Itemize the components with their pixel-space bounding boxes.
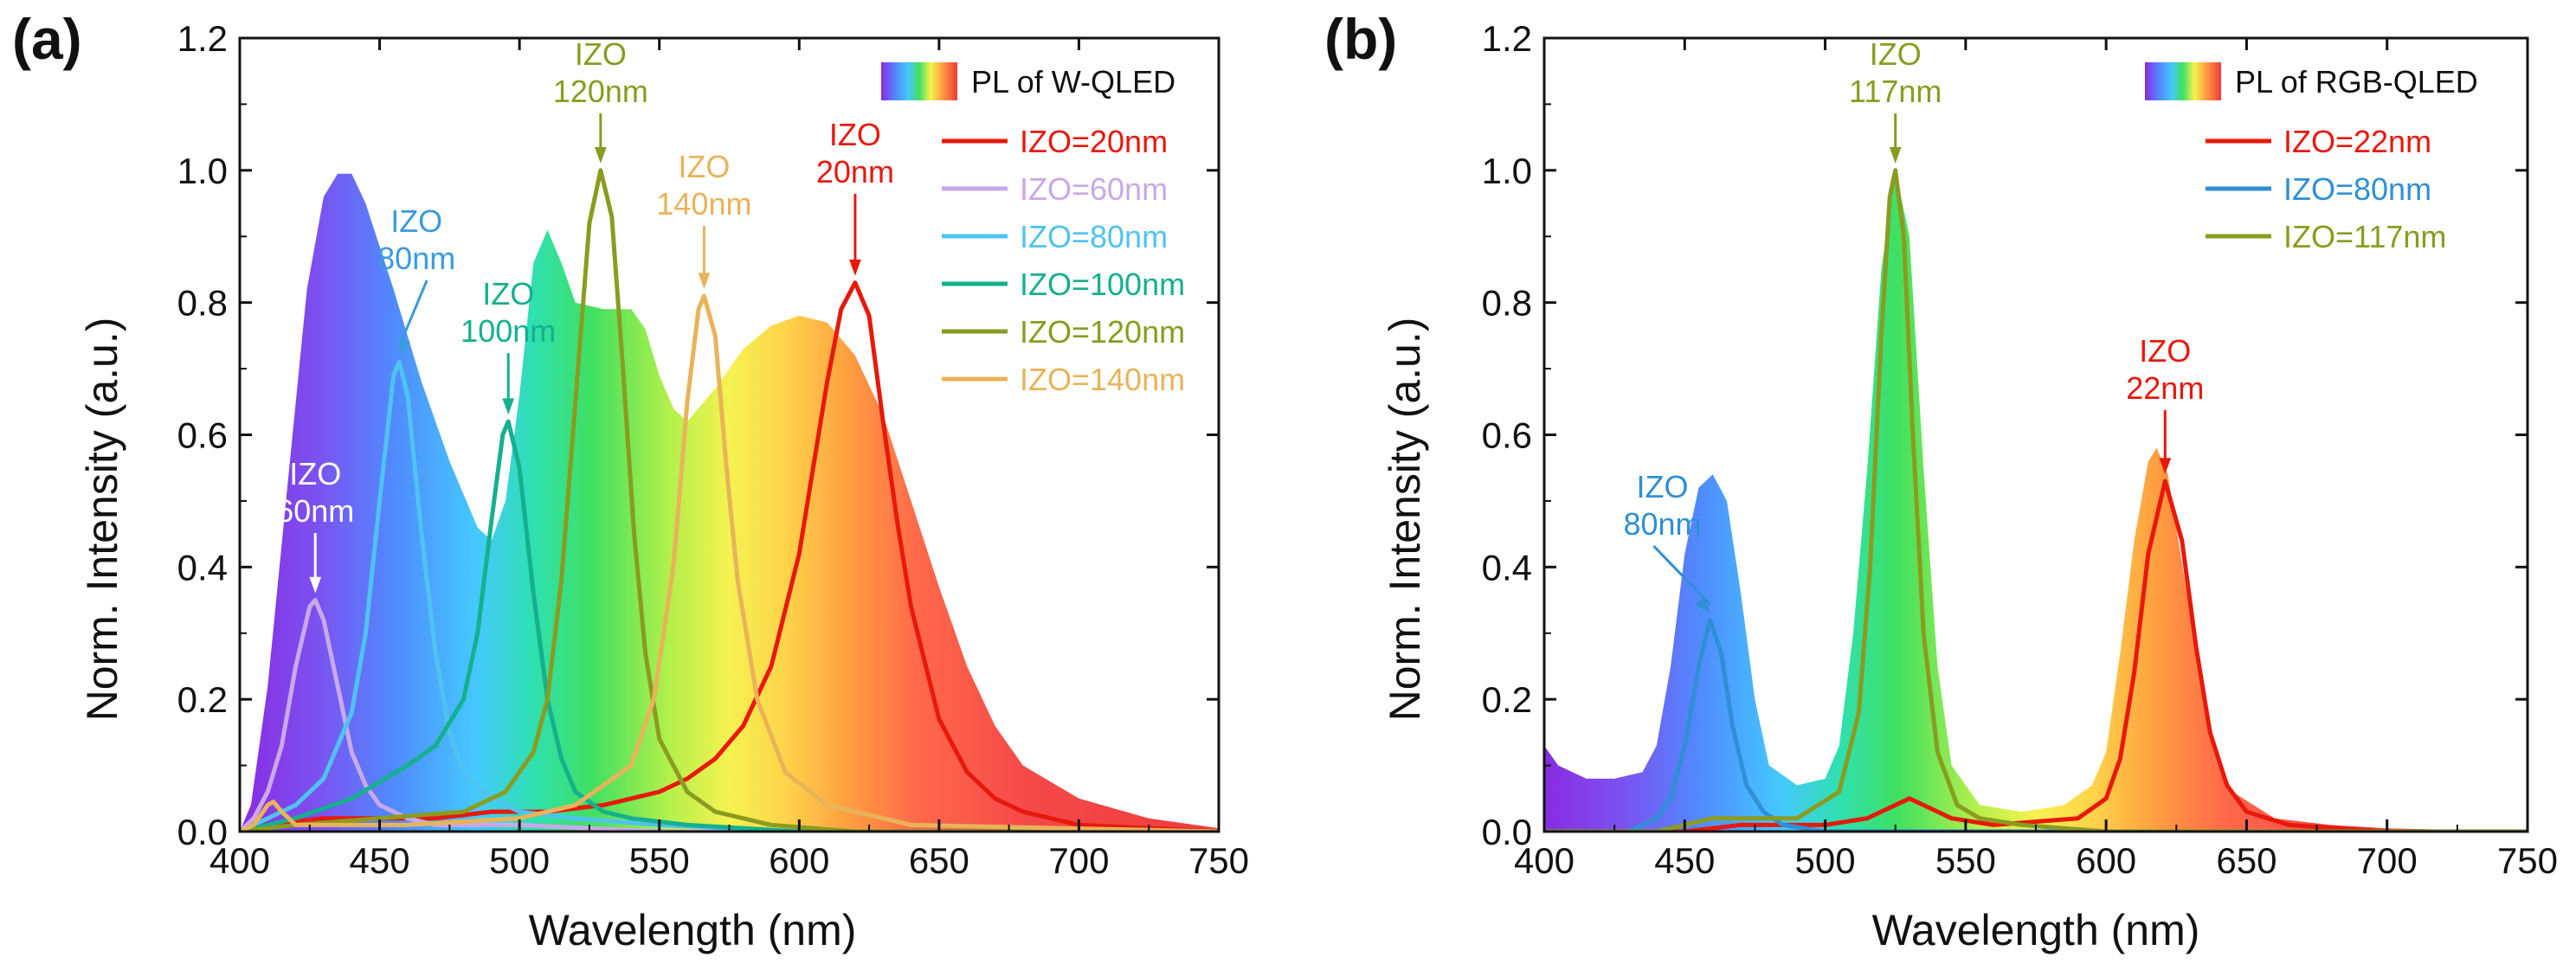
y-tick-label: 1.0 [177, 151, 228, 191]
annotation-arrowhead [698, 273, 711, 290]
y-tick-label: 1.0 [1482, 151, 1532, 191]
x-tick-label: 700 [1048, 840, 1109, 881]
series-line-a-izo-140nm [240, 293, 1219, 832]
panel-label-a: (a) [12, 7, 82, 71]
annotation-label: IZO [1870, 36, 1922, 72]
legend-entry: IZO=117nm [2283, 219, 2446, 254]
x-tick-label: 550 [1935, 840, 1996, 881]
y-tick-label: 1.2 [1482, 18, 1532, 59]
series-line-b-izo-80nm [1544, 618, 2528, 832]
x-tick-label: 750 [2497, 840, 2558, 881]
y-axis-label-b: Norm. Intensity (a.u.) [1381, 318, 1429, 722]
panel-b: 400 450 500 550 600 650 700 750 0.0 0.2 0.4 0.6 0.8 1… [1482, 18, 2558, 881]
legend-swatch-pl-b [2145, 62, 2221, 100]
annotation-label: 140nm [656, 186, 751, 222]
legend-label-pl-a: PL of W-QLED [971, 64, 1175, 100]
annotation-label: 117nm [1849, 74, 1942, 109]
annotation-arrowhead [849, 259, 861, 276]
y-tick-label: 0.4 [1482, 547, 1532, 588]
x-tick-label: 450 [350, 840, 410, 881]
series-line-a-izo-100nm [240, 419, 1219, 832]
y-tick-label: 0.6 [177, 415, 228, 456]
legend-swatch-pl-a [881, 62, 957, 100]
annotation-arrowhead [594, 147, 607, 164]
annotation-label: 20nm [816, 154, 894, 190]
annotation-label: IZO [678, 149, 730, 184]
y-axis-label-a: Norm. Intensity (a.u.) [78, 318, 126, 722]
x-tick-label: 700 [2357, 840, 2418, 881]
annotation-arrowhead [1889, 147, 1902, 164]
y-tick-label: 1.2 [177, 18, 228, 59]
annotation-label: IZO [482, 276, 534, 312]
x-tick-label: 500 [489, 840, 550, 881]
x-tick-label: 650 [2216, 840, 2277, 881]
annotation-label: 60nm [276, 493, 354, 529]
y-tick-label: 0.2 [177, 679, 228, 720]
x-tick-label: 600 [2076, 840, 2136, 881]
x-tick-label: 450 [1654, 840, 1715, 881]
annotation-label: 80nm [377, 241, 455, 276]
y-tick-label: 0.0 [177, 812, 228, 852]
legend-entry: IZO=60nm [1020, 171, 1168, 207]
x-tick-label: 750 [1188, 840, 1249, 881]
legend-entry: IZO=22nm [2283, 124, 2431, 159]
annotation-arrow [397, 279, 428, 348]
panel-a: 400 450 500 550 600 650 700 750 0.0 0.2 0.4 0.6 0.8 1… [177, 18, 1249, 881]
y-tick-label: 0.2 [1482, 679, 1532, 720]
series-line-b-izo-22nm [1544, 479, 2528, 832]
annotation-label: 22nm [2126, 370, 2204, 406]
series-line-a-izo-120nm [240, 168, 1219, 832]
annotation-label: 80nm [1623, 506, 1701, 542]
series-line-a-izo-60nm [240, 598, 1219, 832]
y-tick-label: 0.0 [1482, 812, 1532, 852]
annotation-arrowhead [309, 576, 322, 594]
annotation-label: IZO [575, 36, 627, 72]
legend-entry: IZO=80nm [1020, 219, 1168, 254]
x-tick-label: 500 [1795, 840, 1856, 881]
x-tick-label: 550 [629, 840, 690, 881]
pl-spectrum-area-b [1544, 170, 2528, 832]
y-tick-label: 0.8 [177, 283, 228, 324]
annotation-label: IZO [2139, 333, 2191, 369]
y-tick-label: 0.4 [177, 547, 228, 588]
annotation-arrowhead [399, 337, 411, 356]
panel-label-b: (b) [1324, 7, 1397, 71]
annotation-label: IZO [829, 117, 881, 152]
annotation-label: 100nm [460, 313, 556, 349]
annotation-arrow [1652, 544, 1711, 606]
annotation-arrowhead [1695, 596, 1710, 613]
series-line-a-izo-20nm [240, 280, 1219, 832]
legend-entry: IZO=140nm [1020, 362, 1185, 397]
annotation-label: IZO [1636, 469, 1688, 504]
legend-label-pl-b: PL of RGB-QLED [2235, 64, 2478, 100]
y-tick-label: 0.6 [1482, 415, 1532, 456]
legend-entry: IZO=100nm [1020, 267, 1185, 302]
annotation-arrowhead [502, 398, 515, 415]
annotation-label: 120nm [553, 74, 648, 109]
x-tick-label: 400 [209, 840, 270, 881]
x-tick-label: 600 [769, 840, 829, 881]
legend-entry: IZO=80nm [2283, 171, 2431, 207]
legend-entry: IZO=120nm [1020, 314, 1185, 350]
x-tick-label: 650 [909, 840, 969, 881]
x-tick-label: 400 [1514, 840, 1575, 881]
y-tick-label: 0.8 [1482, 283, 1532, 324]
annotation-arrowhead [2159, 458, 2172, 474]
x-axis-label-b: Wavelength (nm) [1872, 906, 2200, 954]
series-line-a-izo-80nm [240, 359, 1219, 832]
legend-entry: IZO=20nm [1020, 124, 1168, 159]
x-axis-label-a: Wavelength (nm) [529, 906, 857, 954]
annotation-label: IZO [390, 203, 442, 239]
annotation-label: IZO [289, 456, 341, 491]
series-line-b-izo-117nm [1544, 168, 2528, 832]
